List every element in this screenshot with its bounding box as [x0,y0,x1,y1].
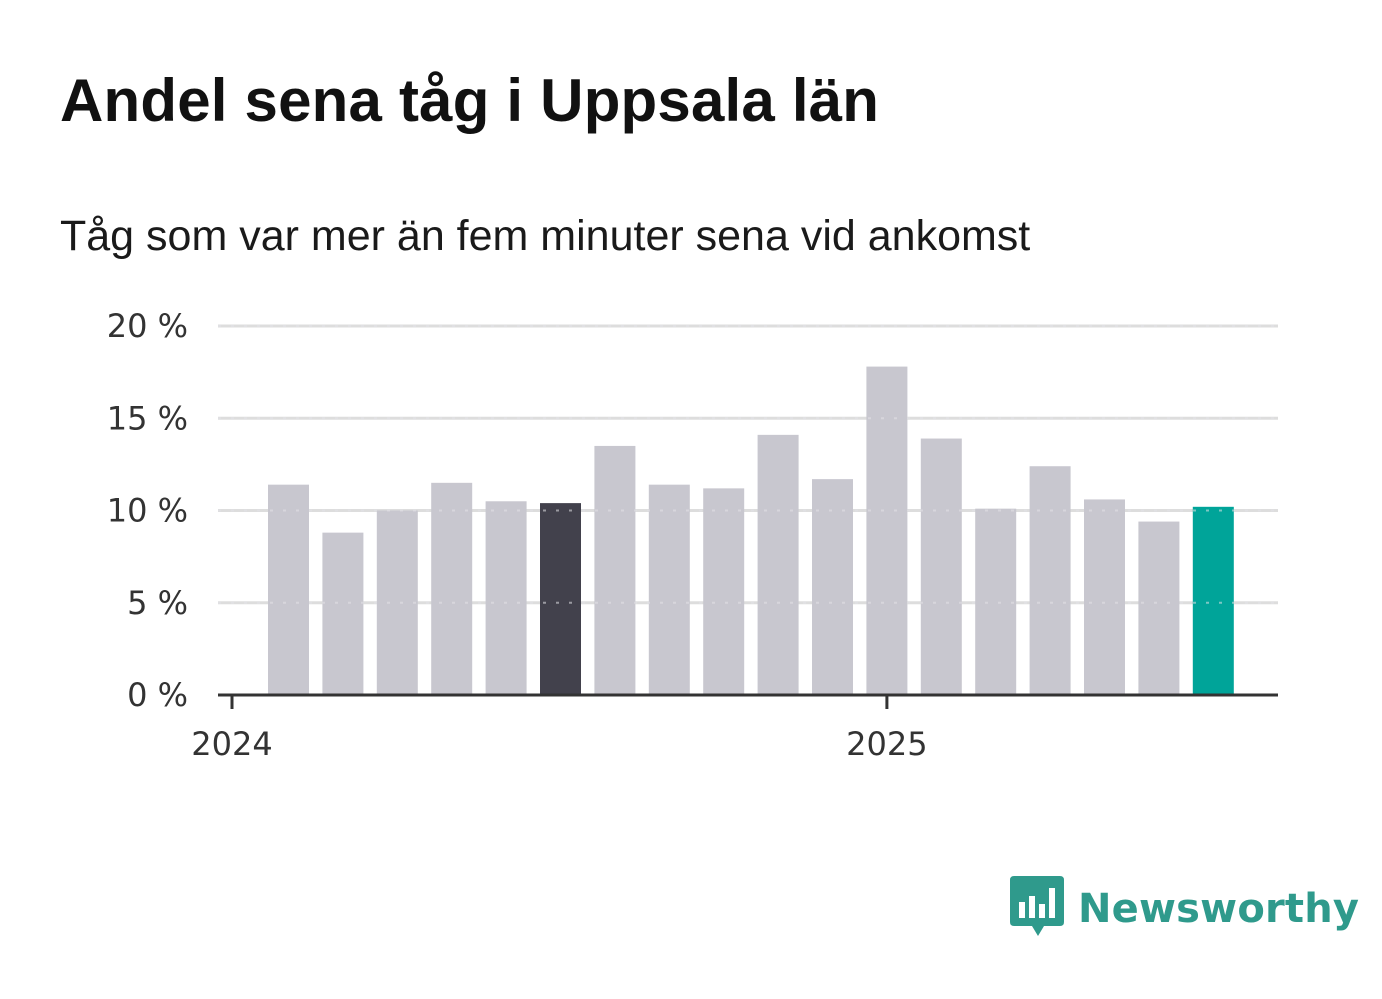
bar-2024-11 [757,434,799,695]
bar-2025-01 [866,366,908,695]
y-tick-label: 20 % [107,307,188,345]
brand-logo: Newsworthy [1010,875,1360,943]
chart-title: Andel sena tåg i Uppsala län [60,67,880,134]
y-tick-label: 10 % [107,492,188,530]
bar-2025-07 [1192,506,1234,695]
y-tick-label: 0 % [127,676,188,714]
bar-2024-02 [268,484,309,695]
bar-2025-05 [1084,499,1125,695]
bar-2025-02 [920,438,962,695]
x-tick-label: 2024 [191,725,272,763]
y-tick-label: 5 % [127,584,188,622]
bar-2024-03 [322,532,364,695]
bar-2025-06 [1138,521,1180,695]
bar-chart: 0 % 5 % 10 % 15 % 20 % 2024 2025 [107,307,1278,763]
tick-labels: 0 % 5 % 10 % 15 % 20 % 2024 2025 [107,307,928,763]
y-tick-label: 15 % [107,399,188,437]
x-tick-label: 2025 [846,725,927,763]
bar-2024-07 [540,503,581,695]
bars [218,325,1278,695]
brand-name: Newsworthy [1078,886,1360,932]
axes [218,693,1278,709]
bar-2024-04 [376,510,418,695]
bar-2025-03 [975,508,1017,695]
bar-2024-05 [431,482,473,695]
bar-2024-10 [703,488,745,695]
bar-chart-speech-bubble-icon [1010,875,1064,943]
chart-subtitle: Tåg som var mer än fem minuter sena vid … [60,212,1031,260]
bar-2024-09 [648,484,690,695]
bar-2025-04 [1029,466,1071,695]
bar-2024-08 [594,445,636,695]
bar-2024-12 [812,479,853,695]
bar-2024-06 [485,501,527,695]
